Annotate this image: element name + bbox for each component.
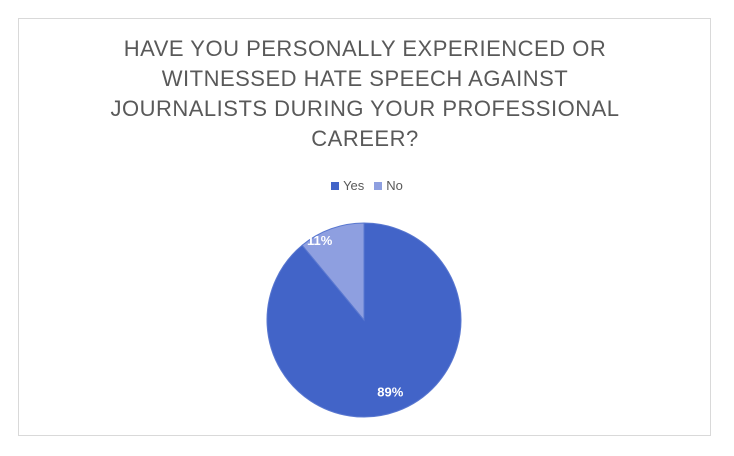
legend-swatch — [331, 181, 340, 190]
data-label: 89% — [377, 384, 403, 399]
legend-label: No — [386, 178, 403, 193]
data-label: 11% — [307, 233, 333, 248]
chart-title: HAVE YOU PERSONALLY EXPERIENCED OR WITNE… — [110, 36, 620, 151]
legend-swatch — [374, 181, 383, 190]
pie-slice — [301, 222, 365, 322]
legend: Yes No — [0, 178, 734, 193]
legend-item: No — [374, 178, 403, 193]
legend-item: Yes — [331, 178, 364, 193]
chart-frame — [18, 18, 711, 436]
legend-label: Yes — [343, 178, 365, 193]
